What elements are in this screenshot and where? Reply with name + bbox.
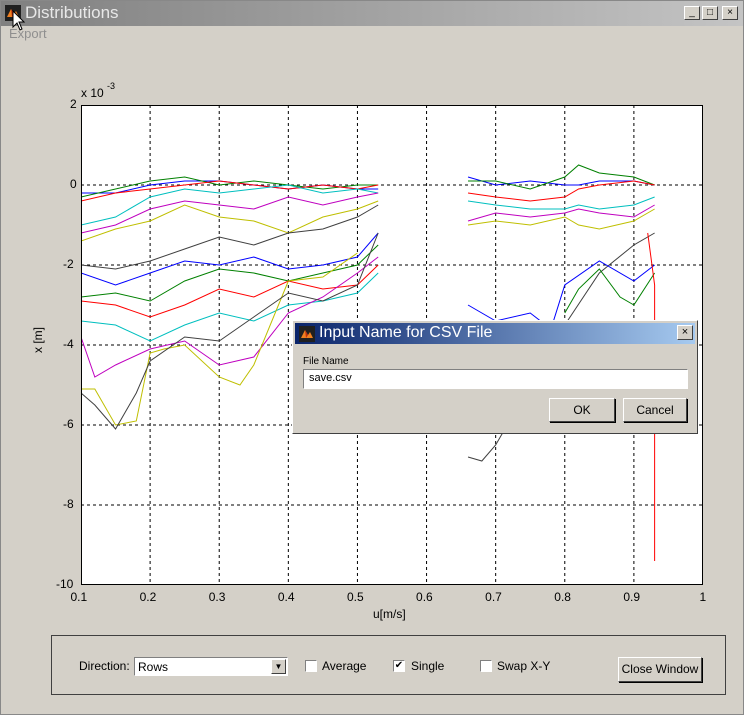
axes-frame bbox=[81, 105, 703, 585]
series-line-11 bbox=[81, 272, 379, 342]
file-name-label: File Name bbox=[303, 356, 349, 367]
menu-export[interactable]: Export bbox=[9, 26, 47, 41]
matlab-icon bbox=[299, 326, 315, 342]
single-checkbox[interactable]: ✔ bbox=[393, 660, 405, 672]
direction-value: Rows bbox=[138, 660, 169, 674]
single-label: Single bbox=[411, 659, 445, 673]
x-axis-label: u[m/s] bbox=[373, 607, 406, 621]
title-bar[interactable]: Distributions _ □ × bbox=[1, 1, 743, 26]
direction-label: Direction: bbox=[79, 659, 130, 673]
series-line-19 bbox=[467, 204, 655, 222]
y-tick-label: -10 bbox=[56, 577, 74, 591]
series-line-9 bbox=[81, 244, 379, 302]
series-line-16 bbox=[468, 164, 655, 190]
x-tick-label: 0.6 bbox=[416, 590, 433, 604]
swap-xy-checkbox[interactable] bbox=[480, 660, 492, 672]
exponent-base: x 10 bbox=[81, 86, 104, 100]
x-tick-label: 0.9 bbox=[623, 590, 641, 604]
series-line-18 bbox=[467, 196, 655, 210]
y-axis-label: x [m] bbox=[31, 327, 45, 353]
series-line-20 bbox=[467, 208, 655, 230]
chevron-down-icon[interactable]: ▼ bbox=[271, 659, 286, 674]
series-line-5 bbox=[81, 192, 379, 234]
y-tick-label: -8 bbox=[63, 497, 74, 511]
y-tick-label: -4 bbox=[63, 337, 74, 351]
series-line-6 bbox=[81, 200, 379, 242]
average-label: Average bbox=[322, 659, 367, 673]
x-tick-label: 0.3 bbox=[208, 590, 226, 604]
cancel-button[interactable]: Cancel bbox=[623, 398, 687, 422]
dialog-close-button[interactable]: × bbox=[677, 325, 693, 340]
x-tick-label: 0.2 bbox=[139, 590, 157, 604]
exponent-power: -3 bbox=[107, 81, 116, 91]
series-line-15 bbox=[467, 176, 655, 186]
swap-xy-label: Swap X-Y bbox=[497, 659, 551, 673]
series-line-2 bbox=[81, 176, 379, 198]
close-window-button[interactable]: Close Window bbox=[618, 657, 702, 682]
maximize-button[interactable]: □ bbox=[702, 6, 718, 20]
file-name-input[interactable]: save.csv bbox=[303, 369, 688, 389]
x-tick-label: 1 bbox=[699, 590, 707, 604]
minimize-button[interactable]: _ bbox=[684, 6, 700, 20]
csv-name-dialog: Input Name for CSV File × File Name save… bbox=[292, 320, 698, 434]
series-line-23 bbox=[564, 268, 656, 314]
series-line-14 bbox=[81, 232, 379, 430]
y-tick-label: -6 bbox=[63, 417, 74, 431]
average-checkbox[interactable] bbox=[305, 660, 317, 672]
window-title: Distributions bbox=[25, 3, 119, 22]
dialog-title-bar[interactable]: Input Name for CSV File × bbox=[295, 323, 695, 344]
mouse-cursor-icon bbox=[12, 10, 26, 31]
x-tick-label: 0.4 bbox=[277, 590, 295, 604]
series-line-22 bbox=[467, 260, 655, 330]
controls-panel bbox=[51, 635, 726, 695]
dialog-title: Input Name for CSV File bbox=[319, 324, 493, 341]
x-tick-label: 0.1 bbox=[70, 590, 88, 604]
series-line-12 bbox=[81, 256, 379, 378]
series-line-4 bbox=[81, 184, 379, 226]
x-tick-label: 0.7 bbox=[485, 590, 502, 604]
direction-select[interactable]: Rows ▼ bbox=[134, 657, 288, 676]
close-button[interactable]: × bbox=[722, 6, 738, 20]
series-line-7 bbox=[81, 204, 379, 270]
series-line-3 bbox=[81, 180, 379, 202]
series-line-10 bbox=[81, 264, 379, 318]
ok-button[interactable]: OK bbox=[549, 398, 615, 422]
x-tick-label: 0.8 bbox=[554, 590, 571, 604]
x-tick-label: 0.5 bbox=[346, 590, 364, 604]
series-line-13 bbox=[81, 252, 358, 426]
series-line-8 bbox=[81, 232, 379, 286]
series-line-17 bbox=[467, 180, 655, 202]
y-tick-label: 0 bbox=[70, 177, 77, 191]
y-tick-label: 2 bbox=[70, 97, 77, 111]
y-tick-label: -2 bbox=[63, 257, 74, 271]
